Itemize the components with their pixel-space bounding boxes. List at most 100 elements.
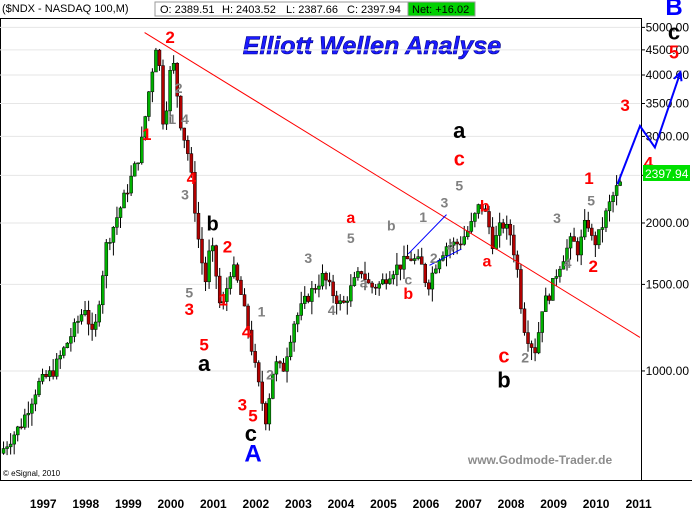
candle-up [136,162,140,165]
wave-label: 5 [587,193,595,209]
candle-up [568,236,573,249]
x-tick-label: 2000 [157,497,184,511]
candle-down [157,49,162,66]
candle-up [565,247,569,262]
wave-label: c [668,20,680,45]
candle-down [366,279,371,284]
wave-label: a [360,274,368,290]
candle-up [122,192,126,209]
candle-up [292,323,296,343]
wave-label: b [480,199,490,216]
candle-up [108,242,112,244]
candle-down [253,351,257,363]
candle-up [164,110,169,125]
candle-down [217,275,222,304]
projection-path [616,72,682,185]
wave-label: 3 [185,300,194,319]
candle-down [419,256,424,265]
wave-label: b [403,286,413,303]
candle-up [558,268,562,277]
x-tick-label: 2010 [583,497,610,511]
wave-label: 3 [238,396,247,415]
candle-down [455,241,459,245]
candle-up [58,355,62,360]
candle-down [19,426,24,429]
candle-up [395,264,399,275]
channel-line-upper [407,214,447,255]
candle-up [267,398,272,425]
candle-down [526,332,530,344]
wave-label: 2 [430,250,438,266]
wave-label: 5 [248,406,257,425]
candle-down [239,279,243,295]
candle-down [90,323,94,330]
candle-down [501,222,505,229]
watermark: www.Godmode-Trader.de [467,453,613,467]
candle-down [480,204,484,210]
candle-up [132,163,137,177]
candle-down [405,255,410,260]
candle-up [536,332,541,354]
y-tick-label: 3000.00 [646,129,690,143]
candle-down [193,172,197,214]
candle-up [228,276,233,289]
candle-up [469,221,474,232]
wave-label: 1 [168,111,176,127]
candle-down [384,279,389,284]
wave-label: 1 [419,209,427,225]
wave-label: 1 [219,290,228,309]
candle-up [150,71,155,93]
x-tick-label: 2007 [455,497,482,511]
wave-label: 5 [199,336,208,355]
candle-down [363,273,367,280]
last-price-tag [643,165,690,181]
candle-up [611,195,615,202]
candle-up [232,264,236,277]
candle-down [324,273,328,281]
candle-up [416,256,420,259]
candle-down [533,347,537,354]
wave-label: 5 [669,43,679,63]
candle-down [458,243,463,246]
candle-down [423,264,427,284]
candle-up [614,185,619,196]
y-tick-label: 1500.00 [646,277,690,291]
wave-label: 5 [455,177,463,193]
wave-label: 3 [553,210,561,226]
candle-up [47,370,52,377]
wave-label: c [454,148,465,170]
candle-up [8,443,13,448]
candle-down [522,308,527,333]
candle-down [483,208,488,212]
candle-down [256,362,261,383]
candle-down [487,211,491,228]
candle-up [33,394,38,405]
candle-up [129,175,133,194]
candle-up [285,356,289,372]
candle-up [561,261,566,270]
channel-line-lower [429,248,462,266]
candle-up [288,341,293,357]
candle-up [37,381,41,396]
candle-up [1,448,6,454]
wave-label: 3 [440,195,448,211]
candle-down [249,329,254,352]
x-tick-label: 1998 [72,497,99,511]
symbol-label: ($NDX - NASDAQ 100,M) [2,3,129,15]
chart-title: Elliott Wellen Analyse [243,32,501,60]
wave-label: B [665,0,682,21]
candle-down [593,235,598,246]
candle-up [338,300,342,304]
candle-up [210,245,215,252]
wave-label: 3 [181,187,189,203]
candlestick-series [1,47,622,456]
candle-down [490,226,495,249]
candle-down [125,192,130,195]
candle-up [30,403,34,414]
candle-down [235,264,240,281]
candle-down [508,223,513,236]
candle-up [303,295,307,304]
wave-label: 4 [181,111,189,127]
candle-down [590,227,594,236]
candle-up [54,358,59,377]
